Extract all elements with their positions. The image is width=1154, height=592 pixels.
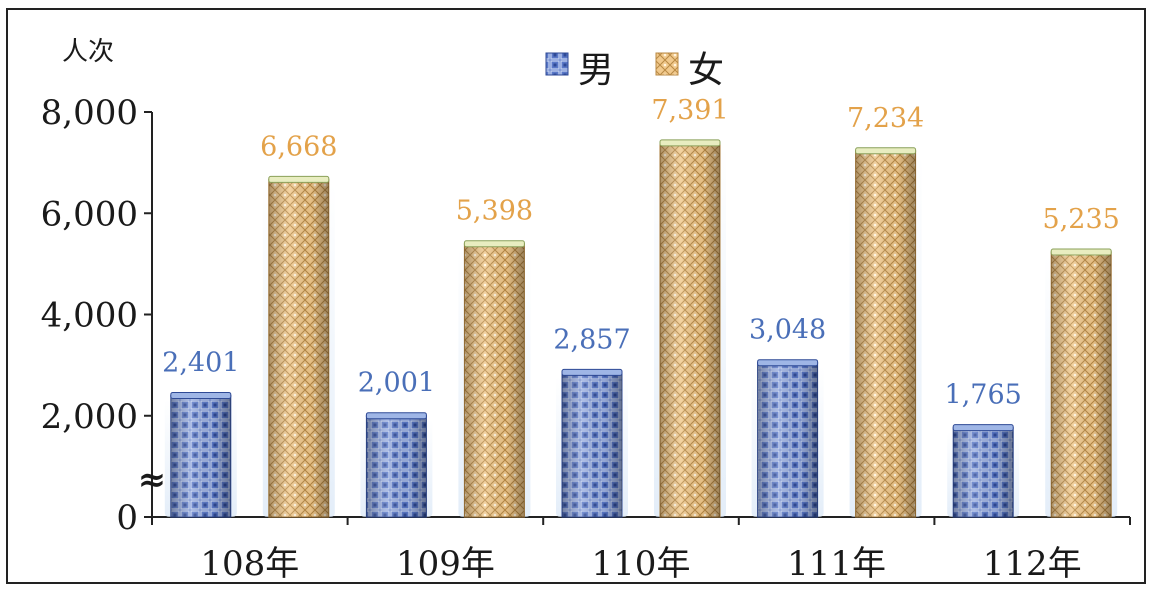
bar-female-shade [855, 150, 916, 517]
bar-male-cap [365, 412, 427, 420]
bar-female-cap [463, 240, 525, 248]
bar-male-shade [170, 395, 231, 517]
legend: 男 女 [545, 50, 724, 91]
data-label-male: 2,857 [553, 324, 630, 355]
bar-female-shade [660, 142, 720, 517]
data-labels: 2,401 6,668 2,001 5,398 2,857 7,391 3,048 7,234… [162, 95, 1120, 411]
bar-male-cap [757, 359, 819, 367]
bar-male-shade [562, 372, 622, 517]
bar-male-cap [170, 391, 232, 399]
bar-male-cap [561, 368, 623, 376]
x-tick-label: 110年 [592, 544, 691, 584]
y-tick-label: 6,000 [41, 194, 138, 234]
bar-male-shade [366, 415, 427, 517]
legend-label-female: 女 [688, 50, 724, 91]
y-tick-label: 2,000 [41, 397, 138, 437]
data-label-female: 6,668 [260, 131, 337, 162]
bar-female-shade [464, 243, 525, 517]
bar-female-shade [1051, 251, 1112, 517]
legend-swatch-male [545, 52, 569, 76]
y-tick-label: 4,000 [41, 296, 138, 336]
data-label-male: 2,401 [162, 347, 239, 378]
data-label-male: 1,765 [945, 380, 1022, 411]
y-tick-label: 0 [116, 498, 138, 538]
bar-female-cap [855, 147, 917, 155]
y-tick-label: 8,000 [41, 93, 138, 133]
bar-female-cap [659, 139, 721, 147]
x-tick-label: 111年 [787, 544, 886, 584]
axis-break-symbol: ≈ [138, 460, 167, 500]
legend-swatch-female [655, 52, 679, 76]
bar-female-shade [268, 179, 329, 517]
data-label-female: 5,235 [1043, 204, 1120, 235]
x-tick-label: 112年 [983, 544, 1082, 584]
x-tick-label: 108年 [200, 544, 299, 584]
data-label-female: 5,398 [456, 196, 533, 227]
data-label-male: 2,001 [358, 368, 435, 399]
data-label-female: 7,391 [651, 95, 728, 126]
bar-female-cap [268, 175, 330, 183]
bar-female-cap [1050, 248, 1112, 256]
data-label-female: 7,234 [847, 103, 924, 134]
bars [164, 139, 1118, 518]
bar-male-shade [757, 362, 818, 517]
data-label-male: 3,048 [749, 315, 826, 346]
bar-male-cap [952, 424, 1014, 432]
y-axis-label: 人次 [62, 37, 114, 67]
axes: 0 2,000 4,000 6,000 8,000 ≈108年 109年 110年 111年 11… [41, 93, 1131, 584]
x-tick-label: 109年 [396, 544, 495, 584]
legend-label-male: 男 [578, 50, 614, 91]
bar-male-shade [953, 427, 1014, 517]
